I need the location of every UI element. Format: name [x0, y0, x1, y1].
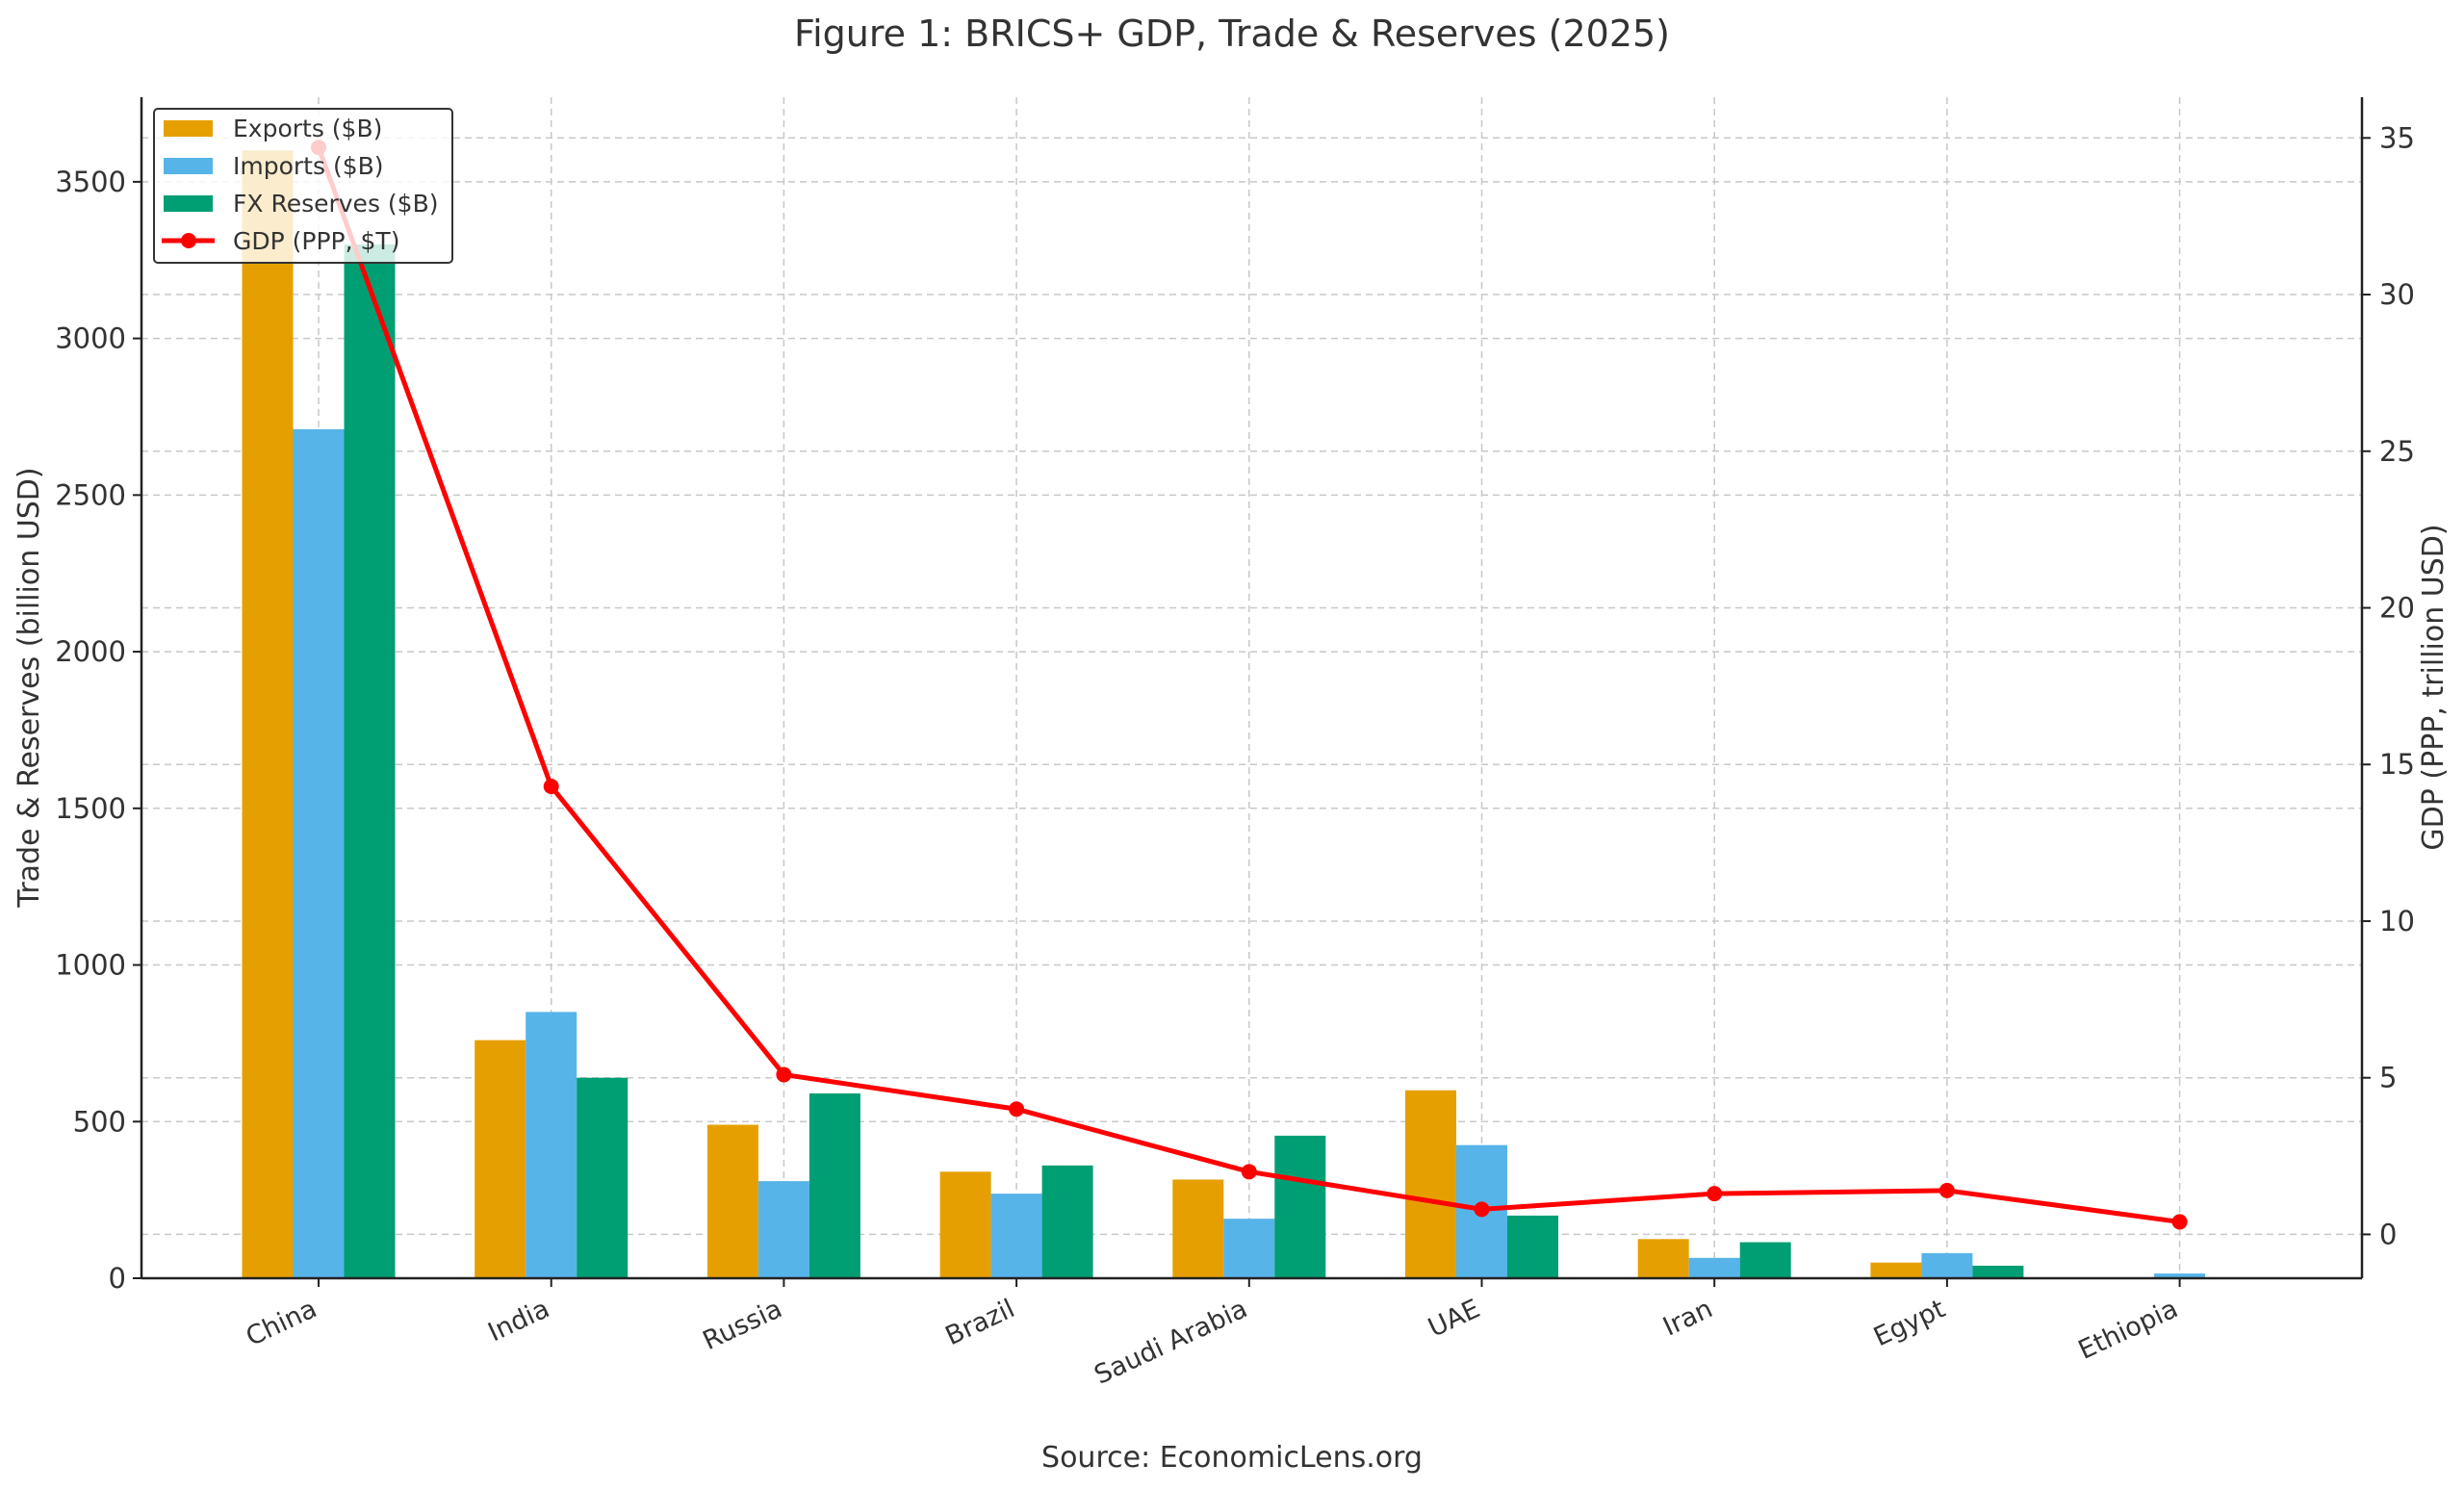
x-tick-label: Russia [699, 1294, 787, 1356]
bar-imports [1921, 1252, 1973, 1278]
y-tick-label-left: 1000 [55, 949, 126, 982]
y-tick-label-right: 5 [2379, 1062, 2397, 1094]
bar-exports [1405, 1090, 1456, 1278]
gdp-point [776, 1066, 792, 1083]
bar-exports [242, 150, 294, 1279]
bar-exports [1637, 1239, 1689, 1278]
y-tick-label-left: 0 [109, 1262, 126, 1295]
y-tick-label-right: 35 [2379, 121, 2415, 154]
x-tick-label: Saudi Arabia [1090, 1294, 1251, 1391]
legend-box [153, 108, 453, 264]
gdp-point [2171, 1214, 2188, 1230]
x-tick-label: Iran [1658, 1294, 1717, 1342]
bar-fx [1739, 1242, 1791, 1278]
bar-fx [1972, 1265, 2024, 1278]
y-tick-label-right: 0 [2379, 1218, 2397, 1250]
bar-fx [808, 1092, 860, 1278]
bar-imports [757, 1181, 809, 1278]
legend-swatch [164, 195, 213, 212]
gdp-point [1474, 1201, 1490, 1218]
axes: 0 500 1000 1500 2000 2500 3000 3500 0 5 10 15 20 25 30… [55, 97, 2415, 1391]
y-tick-label-left: 500 [73, 1105, 126, 1138]
y-tick-label-right: 30 [2379, 278, 2415, 311]
legend-marker [181, 233, 196, 248]
bar-exports [706, 1124, 758, 1278]
gdp-point [543, 779, 559, 795]
gdp-line [311, 140, 2188, 1230]
bar-fx [577, 1077, 629, 1278]
bar-imports [2154, 1273, 2206, 1278]
x-tick-label: Brazil [941, 1294, 1019, 1351]
legend-label: Exports ($B) [233, 115, 382, 142]
x-tick-label: China [242, 1294, 321, 1352]
y-axis-left-label: Trade & Reserves (billion USD) [13, 467, 46, 908]
legend-label: FX Reserves ($B) [233, 190, 438, 218]
bars [242, 150, 2206, 1279]
grid [141, 97, 2362, 1279]
bar-fx [344, 244, 396, 1279]
bar-exports [1870, 1262, 1922, 1278]
x-tick-label: India [484, 1294, 554, 1348]
legend-label: GDP (PPP, $T) [233, 227, 399, 255]
y-axis-right-label: GDP (PPP, trillion USD) [2417, 524, 2451, 850]
x-tick-label: Ethiopia [2074, 1294, 2183, 1366]
bar-fx [1507, 1215, 1558, 1278]
gdp-point [1009, 1101, 1025, 1118]
y-tick-label-left: 1500 [55, 792, 126, 825]
chart-title: Figure 1: BRICS+ GDP, Trade & Reserves (… [794, 13, 1670, 55]
bar-exports [1172, 1179, 1224, 1278]
x-tick-label: Egypt [1869, 1294, 1950, 1352]
bar-exports [475, 1040, 526, 1278]
y-tick-label-right: 15 [2379, 748, 2415, 781]
bar-imports [1223, 1219, 1275, 1278]
bar-fx [1274, 1135, 1326, 1278]
bar-imports [293, 428, 345, 1278]
bar-imports [1688, 1257, 1740, 1278]
gdp-point [1938, 1182, 1955, 1198]
legend-swatch [164, 120, 213, 137]
legend: Exports ($B) Imports ($B) FX Reserves ($B)… [153, 108, 453, 264]
y-tick-label-left: 3500 [55, 166, 126, 198]
bar-imports [990, 1194, 1042, 1278]
bar-imports [526, 1012, 578, 1278]
source-note: Source: EconomicLens.org [1041, 1441, 1423, 1475]
y-tick-label-right: 25 [2379, 435, 2415, 468]
gdp-point [1707, 1186, 1723, 1202]
y-tick-label-left: 2000 [55, 635, 126, 668]
bar-fx [1041, 1165, 1093, 1278]
y-tick-label-right: 10 [2379, 905, 2415, 938]
gdp-point [1241, 1164, 1257, 1180]
y-tick-label-right: 20 [2379, 592, 2415, 625]
y-tick-label-left: 3000 [55, 322, 126, 355]
bar-exports [939, 1171, 991, 1278]
x-tick-label: UAE [1424, 1294, 1484, 1343]
y-tick-label-left: 2500 [55, 478, 126, 511]
legend-label: Imports ($B) [233, 152, 384, 180]
legend-swatch [164, 158, 213, 174]
